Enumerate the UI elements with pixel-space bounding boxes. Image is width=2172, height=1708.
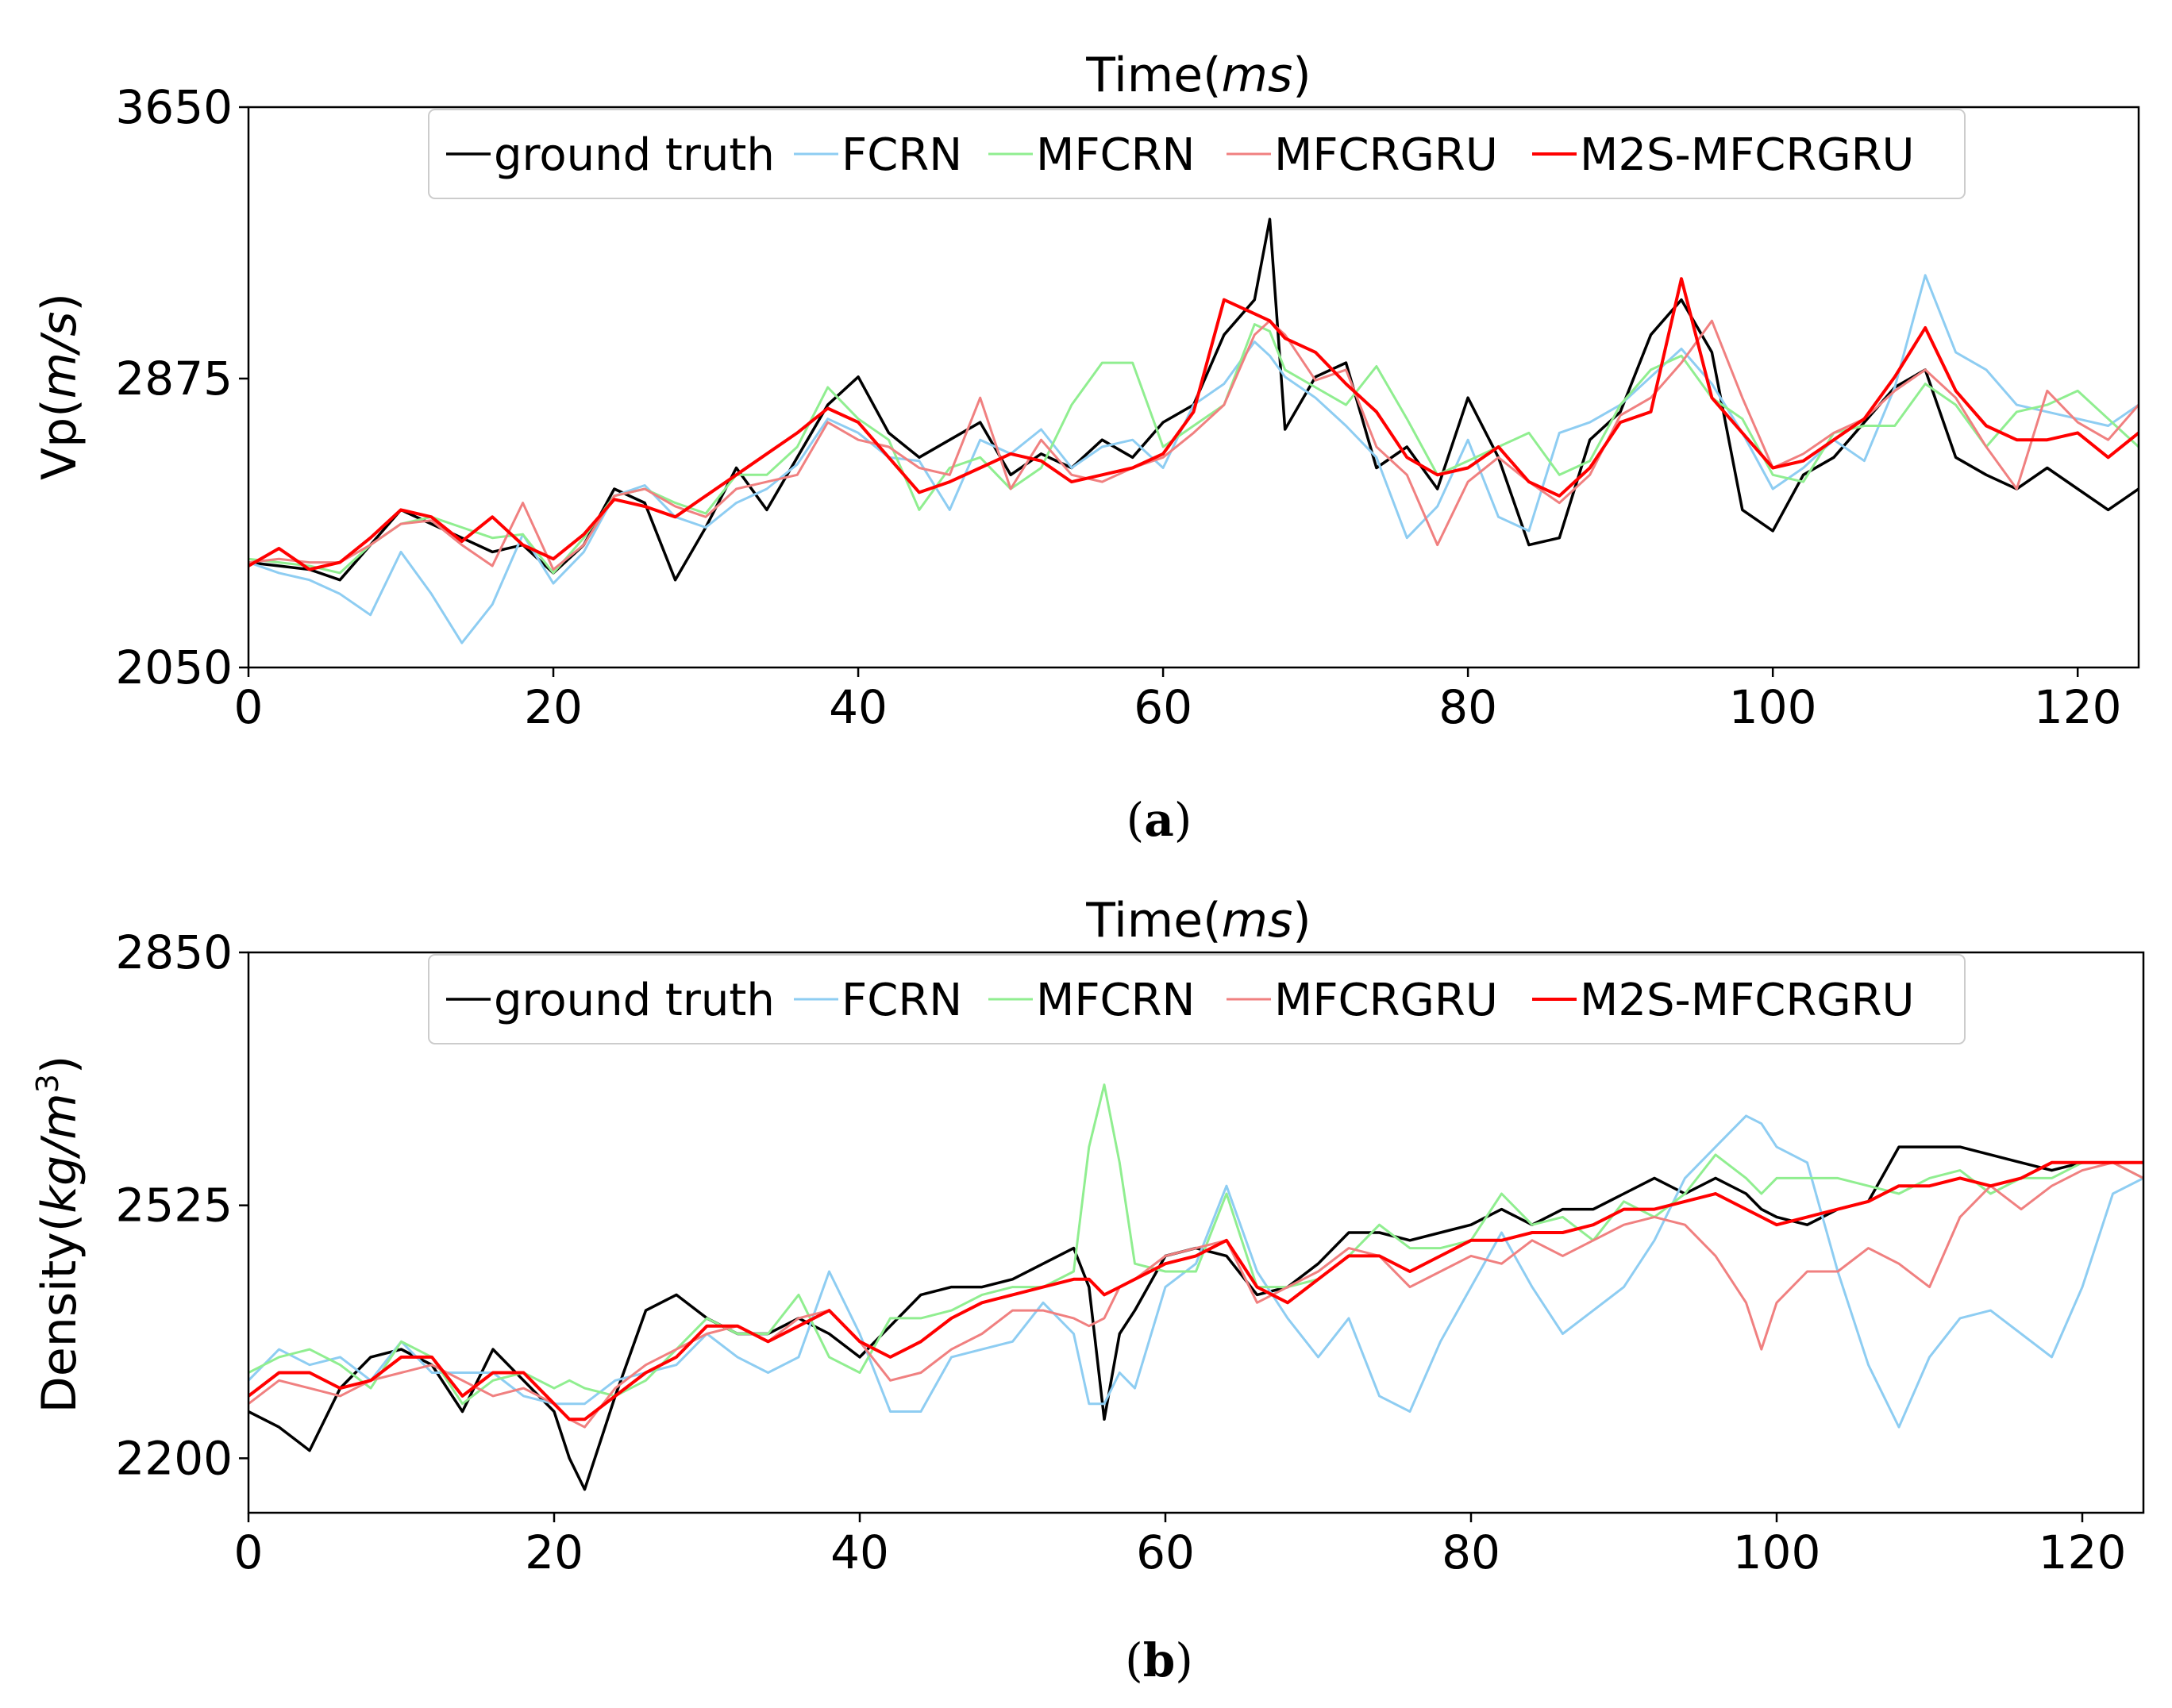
x-tick-label: 60 bbox=[1134, 680, 1192, 734]
x-tick-label: 120 bbox=[2034, 680, 2122, 734]
x-tick-label: 40 bbox=[830, 1525, 889, 1579]
x-tick-label: 80 bbox=[1438, 680, 1497, 734]
panel-a: Time(ms) Vp(m/s) 0 20 40 60 80 100 120 2050 2875… bbox=[32, 48, 2140, 847]
panel-b-ticks: 0 20 40 60 80 100 120 2200 2525 2850 bbox=[115, 925, 2126, 1579]
legend-label: M2S-MFCRGRU bbox=[1580, 975, 1915, 1026]
series-line-m2s-mfcrgru bbox=[248, 1160, 2143, 1421]
panel-a-title: Time(ms) bbox=[1085, 48, 1311, 103]
x-tick-label: 80 bbox=[1442, 1525, 1500, 1579]
y-tick-label: 2050 bbox=[115, 640, 233, 694]
y-tick-label: 2875 bbox=[115, 352, 233, 406]
series-line-mfcrn bbox=[248, 323, 2139, 575]
legend-box bbox=[428, 954, 1966, 1044]
y-tick-label: 2850 bbox=[115, 925, 233, 979]
x-tick-label: 0 bbox=[234, 1525, 264, 1579]
y-tick-label: 3650 bbox=[115, 80, 233, 134]
legend-label: FCRN bbox=[841, 975, 962, 1026]
x-tick-label: 20 bbox=[525, 1525, 583, 1579]
panel-a-ticks: 0 20 40 60 80 100 120 2050 2875 3650 bbox=[115, 80, 2121, 734]
legend-label: MFCRGRU bbox=[1274, 129, 1498, 181]
panel-a-caption: (a) bbox=[1126, 793, 1192, 847]
legend-label: ground truth bbox=[494, 975, 775, 1026]
legend-label: MFCRGRU bbox=[1274, 975, 1498, 1026]
legend-label: MFCRN bbox=[1036, 975, 1195, 1026]
panel-b-plot-frame bbox=[247, 951, 2145, 1514]
panel-a-plot-frame bbox=[247, 106, 2140, 669]
x-tick-label: 60 bbox=[1136, 1525, 1195, 1579]
series-line-m2s-mfcrgru bbox=[248, 277, 2139, 571]
x-tick-label: 100 bbox=[1729, 680, 1817, 734]
panel-a-lines bbox=[248, 217, 2139, 644]
x-tick-label: 40 bbox=[829, 680, 888, 734]
x-tick-label: 0 bbox=[234, 680, 264, 734]
legend-box bbox=[428, 109, 1966, 199]
legend-label: MFCRN bbox=[1036, 129, 1195, 181]
series-line-mfcrn bbox=[248, 1083, 2143, 1406]
series-line-ground-truth bbox=[248, 217, 2139, 582]
panel-a-legend: ground truth FCRN MFCRN MFCRGRU M2S-MFCRGRU bbox=[428, 109, 1966, 199]
series-line-fcrn bbox=[248, 274, 2139, 644]
x-tick-label: 100 bbox=[1733, 1525, 1821, 1579]
legend-label: M2S-MFCRGRU bbox=[1580, 129, 1915, 181]
panel-b-legend: ground truth FCRN MFCRN MFCRGRU M2S-MFCRGRU bbox=[428, 954, 1966, 1044]
panel-b-ylabel: Density(kg/m3) bbox=[30, 1056, 87, 1414]
x-tick-label: 20 bbox=[524, 680, 583, 734]
panel-b: Time(ms) Density(kg/m3) 0 20 40 60 80 100 120 2… bbox=[30, 893, 2145, 1687]
series-line-mfcrgru bbox=[248, 319, 2139, 571]
x-tick-label: 120 bbox=[2039, 1525, 2127, 1579]
y-tick-label: 2200 bbox=[115, 1431, 233, 1485]
legend-label: ground truth bbox=[494, 129, 775, 181]
legend-label: FCRN bbox=[841, 129, 962, 181]
series-line-fcrn bbox=[248, 1114, 2143, 1429]
panel-b-caption: (b) bbox=[1125, 1633, 1193, 1687]
panel-b-lines bbox=[248, 1083, 2143, 1491]
panel-b-title: Time(ms) bbox=[1085, 893, 1311, 948]
panel-a-ylabel: Vp(m/s) bbox=[32, 293, 87, 480]
y-tick-label: 2525 bbox=[115, 1179, 233, 1233]
